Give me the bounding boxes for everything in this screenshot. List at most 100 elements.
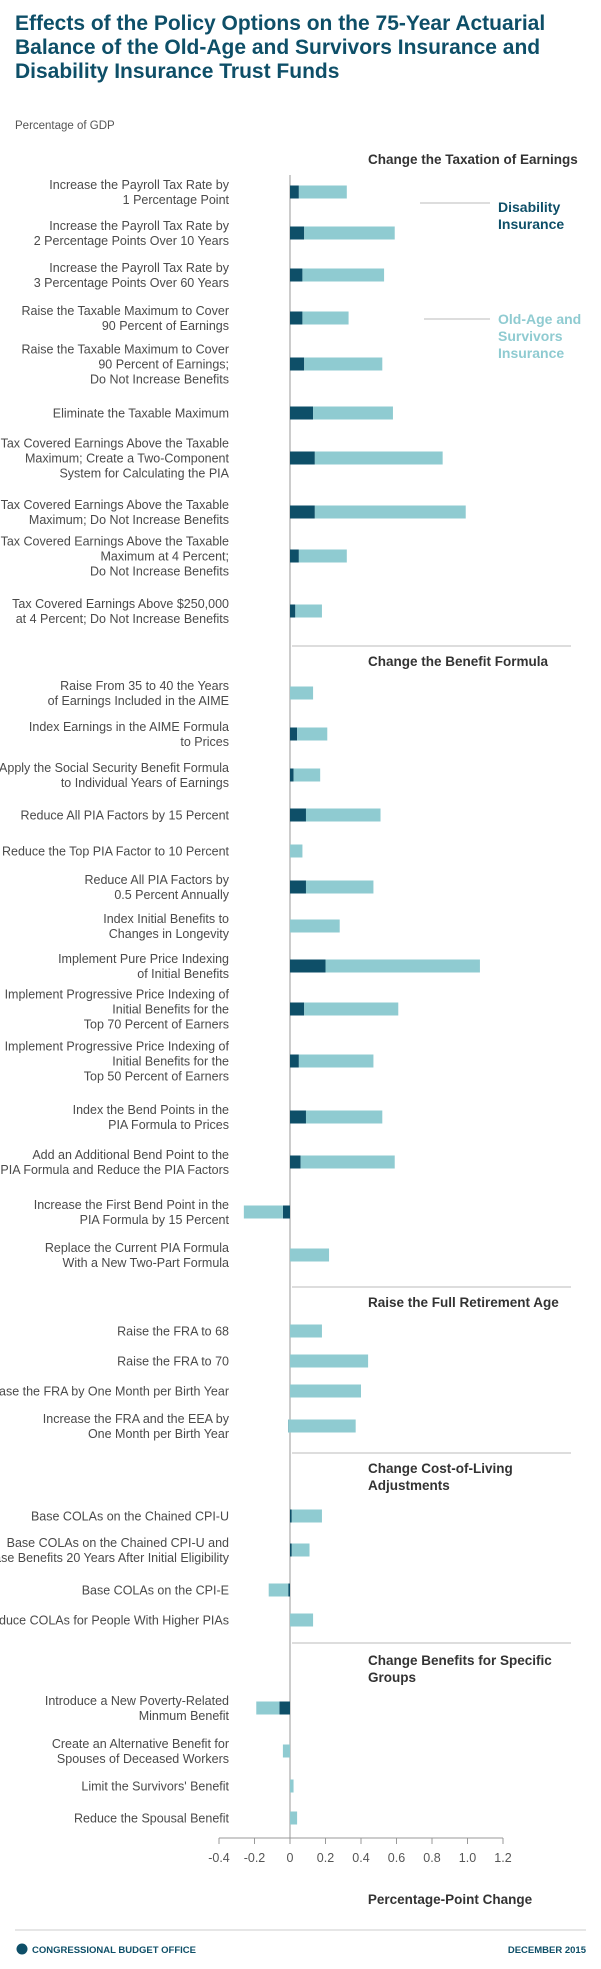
cbo-logo-letter: b: [20, 1945, 25, 1954]
chart-title: Effects of the Policy Options on the 75-…: [15, 12, 545, 35]
bar-label: 1 Percentage Point: [123, 193, 230, 207]
bar-oasi: [290, 1779, 294, 1793]
legend-oasi-label: Survivors: [498, 328, 563, 344]
bar-label: Implement Progressive Price Indexing of: [5, 988, 230, 1002]
bar-label: 90 Percent of Earnings;: [98, 358, 229, 372]
bar-di: [290, 959, 326, 973]
bar-label: Do Not Increase Benefits: [90, 565, 229, 579]
bar-label: Increase Benefits 20 Years After Initial…: [0, 1551, 230, 1565]
bar-di: [290, 406, 314, 420]
bar-label: Tax Covered Earnings Above the Taxable: [1, 535, 229, 549]
bar-label: PIA Formula and Reduce the PIA Factors: [0, 1163, 229, 1177]
bar-label: to Prices: [180, 735, 229, 749]
bar-di: [290, 1155, 301, 1169]
bar-label: Eliminate the Taxable Maximum: [53, 407, 229, 421]
bar-label: at 4 Percent; Do Not Increase Benefits: [16, 612, 229, 626]
x-tick-label: -0.4: [208, 1851, 230, 1865]
x-tick-label: 0.2: [317, 1851, 334, 1865]
bar-oasi: [314, 451, 443, 465]
bar-oasi: [290, 844, 303, 858]
bar-label: Tax Covered Earnings Above the Taxable: [1, 437, 229, 451]
bar-di: [290, 768, 294, 782]
bar-label: Increase the Payroll Tax Rate by: [49, 178, 229, 192]
bar-label: PIA Formula by 15 Percent: [80, 1213, 230, 1227]
x-tick-label: 0: [287, 1851, 294, 1865]
bar-oasi: [305, 808, 381, 822]
bar-di: [288, 1583, 290, 1597]
section-title: Change the Benefit Formula: [368, 654, 549, 669]
bar-oasi: [304, 226, 395, 240]
bar-label: Reduce the Spousal Benefit: [74, 1812, 229, 1826]
bar-oasi: [304, 1002, 399, 1016]
bar-di: [290, 185, 299, 199]
bar-di: [290, 727, 298, 741]
bar-label: Reduce the Top PIA Factor to 10 Percent: [2, 845, 230, 859]
bar-oasi: [305, 1110, 383, 1124]
bar-oasi: [290, 686, 314, 700]
x-tick-label: 0.6: [388, 1851, 405, 1865]
legend-oasi-label: Old-Age and: [498, 311, 581, 327]
bar-oasi: [290, 1324, 322, 1338]
bar-di: [290, 880, 306, 894]
section-title: Change Benefits for Specific: [368, 1653, 552, 1668]
bar-di: [279, 1701, 290, 1715]
bar-label: Maximum at 4 Percent;: [100, 550, 229, 564]
bar-label: PIA Formula to Prices: [108, 1118, 229, 1132]
bar-label: Spouses of Deceased Workers: [57, 1752, 229, 1766]
x-tick-label: -0.2: [244, 1851, 266, 1865]
bar-label: to Individual Years of Earnings: [61, 776, 229, 790]
bar-label: Changes in Longevity: [109, 927, 230, 941]
bar-label: of Initial Benefits: [137, 967, 229, 981]
bar-label: Top 50 Percent of Earners: [84, 1070, 229, 1084]
bar-label: Maximum; Do Not Increase Benefits: [29, 513, 229, 527]
bar-di: [290, 1002, 305, 1016]
bar-label: Index the Bend Points in the: [73, 1103, 229, 1117]
bar-oasi: [304, 357, 383, 371]
bar-oasi: [282, 1744, 290, 1758]
bar-di: [290, 1110, 306, 1124]
bar-label: Create an Alternative Benefit for: [52, 1737, 229, 1751]
bar-label: Initial Benefits for the: [112, 1003, 229, 1017]
bar-oasi: [243, 1205, 283, 1219]
bar-oasi: [291, 1543, 310, 1557]
bar-oasi: [298, 1054, 374, 1068]
bar-oasi: [295, 604, 322, 618]
bar-oasi: [288, 1419, 356, 1433]
bar-label: System for Calculating the PIA: [59, 467, 229, 481]
section-title: Groups: [368, 1670, 416, 1685]
bar-label: Add an Additional Bend Point to the: [32, 1148, 229, 1162]
bar-oasi: [290, 919, 340, 933]
bar-label: Reduce COLAs for People With Higher PIAs: [0, 1614, 229, 1628]
bar-di: [290, 1543, 292, 1557]
bar-oasi: [314, 505, 466, 519]
bar-oasi: [297, 727, 328, 741]
bar-di: [290, 549, 299, 563]
bar-label: Tax Covered Earnings Above the Taxable: [1, 498, 229, 512]
chart-title: Balance of the Old-Age and Survivors Ins…: [15, 36, 540, 59]
bar-label: Base COLAs on the Chained CPI-U: [31, 1510, 229, 1524]
footer-date: DECEMBER 2015: [508, 1945, 587, 1956]
bar-di: [290, 226, 305, 240]
bar-oasi: [290, 1354, 369, 1368]
section-title: Change Cost-of-Living: [368, 1461, 513, 1476]
footer-agency: CONGRESSIONAL BUDGET OFFICE: [32, 1945, 196, 1956]
x-tick-label: 0.8: [423, 1851, 440, 1865]
bar-label: Increase the FRA by One Month per Birth …: [0, 1385, 229, 1399]
section-title: Raise the Full Retirement Age: [368, 1295, 559, 1310]
bar-label: Implement Progressive Price Indexing of: [5, 1040, 230, 1054]
bar-label: With a New Two-Part Formula: [63, 1256, 230, 1270]
bar-oasi: [298, 549, 347, 563]
bar-oasi: [290, 1811, 298, 1825]
bar-oasi: [256, 1701, 280, 1715]
bar-label: Introduce a New Poverty-Related: [45, 1694, 229, 1708]
bar-oasi: [305, 880, 374, 894]
bar-label: Top 70 Percent of Earners: [84, 1018, 229, 1032]
bar-oasi: [290, 1248, 330, 1262]
bar-label: Raise the FRA to 70: [117, 1355, 229, 1369]
legend-oasi-label: Insurance: [498, 345, 564, 361]
bar-label: Increase the Payroll Tax Rate by: [49, 261, 229, 275]
bar-di: [290, 808, 306, 822]
bar-di: [290, 357, 305, 371]
bar-di: [290, 505, 315, 519]
